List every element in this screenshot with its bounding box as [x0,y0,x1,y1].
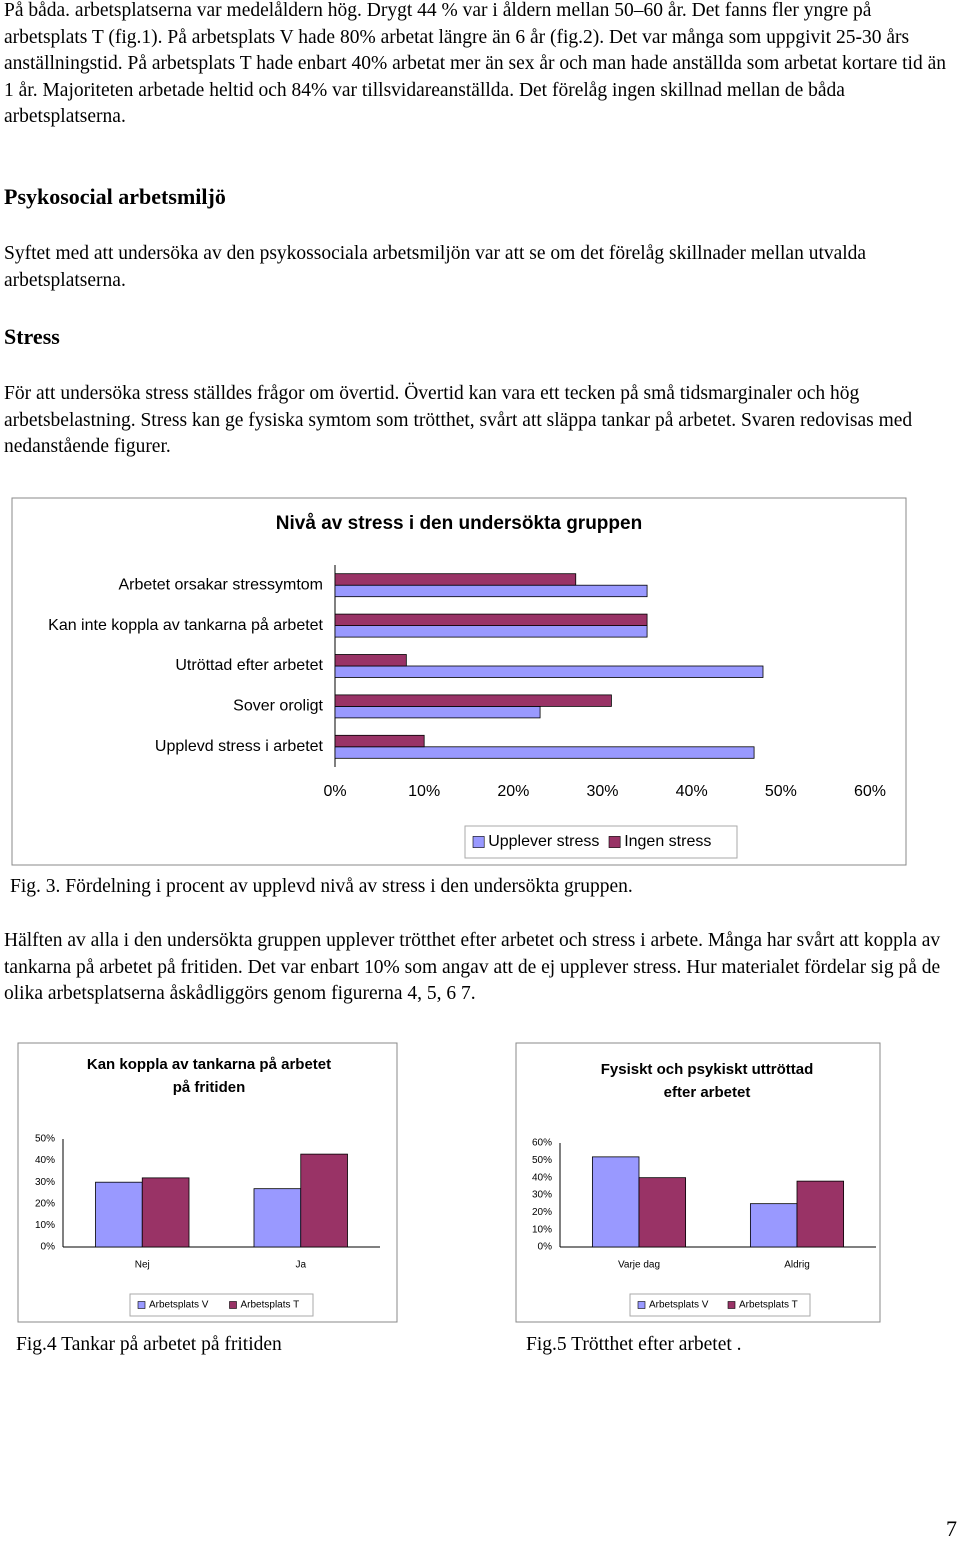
legend-label: Arbetsplats T [739,1300,798,1311]
bar [334,706,541,719]
bar [749,1203,798,1248]
x-tick-label: 10% [408,783,440,800]
x-tick-label: Nej [135,1260,150,1271]
bar [334,694,612,707]
legend-swatch [472,836,485,848]
y-tick-label: 40% [35,1155,55,1166]
paragraph: Hälften av alla i den undersökta gruppen… [4,930,941,1004]
y-tick-label: Upplevd stress i arbetet [155,738,324,755]
y-tick-label: 0% [538,1242,553,1253]
chart-frame [515,1042,881,1323]
legend-swatch [727,1301,736,1309]
bar [334,613,648,626]
x-tick-label: 50% [765,783,797,800]
legend-box [464,825,738,859]
chart-title: efter arbetet [664,1084,751,1101]
subsection-title: Stress [4,324,60,349]
y-tick-label: 50% [35,1134,55,1145]
x-tick-label: Aldrig [784,1260,810,1271]
bar [334,573,577,586]
legend-label: Arbetsplats T [241,1300,300,1311]
bar [253,1188,302,1248]
legend-label: Ingen stress [624,833,711,850]
x-tick-label: 60% [854,783,886,800]
chart-frame [11,497,907,866]
legend-label: Arbetsplats V [649,1300,709,1311]
legend-label: Upplever stress [488,833,599,850]
bar [796,1180,845,1248]
y-tick-label: 30% [35,1177,55,1188]
x-tick-label: Varje dag [618,1260,660,1271]
y-tick-label: 60% [532,1138,552,1149]
bar [334,665,764,678]
x-tick-label: 20% [497,783,529,800]
legend-box [129,1293,314,1317]
y-tick-label: 0% [41,1242,56,1253]
y-tick-label: Arbetet orsakar stressymtom [119,576,324,593]
subsection-text: För att undersöka stress ställdes frågor… [4,383,913,457]
x-tick-label: Ja [295,1260,306,1271]
legend-swatch [229,1301,237,1309]
x-tick-label: 40% [676,783,708,800]
caption: Fig.4 Tankar på arbetet på fritiden [16,1334,282,1355]
y-tick-label: 40% [532,1172,552,1183]
bar [141,1177,190,1248]
bar [591,1156,640,1248]
page-number: 7 [946,1516,957,1541]
bar [638,1177,687,1248]
section-title: Psykosocial arbetsmiljö [4,184,226,209]
legend-swatch [608,836,621,848]
section-text: Syftet med att undersöka av den psykosso… [4,243,867,291]
y-tick-label: 30% [532,1190,552,1201]
caption: Fig.5 Trötthet efter arbetet . [526,1334,742,1355]
bar [334,654,407,667]
chart-title: på fritiden [173,1079,246,1096]
y-tick-label: Utröttad efter arbetet [175,657,323,674]
bar [334,746,755,759]
y-tick-label: Sover oroligt [233,698,323,715]
y-tick-label: 50% [532,1155,552,1166]
legend-swatch [137,1301,146,1309]
intro: På båda. arbetsplatserna var medelåldern… [4,0,946,127]
chart-title: Fysiskt och psykiskt uttröttad [601,1061,814,1078]
y-tick-label: Kan inte koppla av tankarna på arbetet [48,616,323,634]
bar [95,1181,143,1248]
caption: Fig. 3. Fördelning i procent av upplevd … [10,876,633,897]
bar [334,734,425,748]
bar [300,1153,348,1248]
legend-swatch [637,1301,646,1309]
y-tick-label: 10% [35,1220,55,1231]
x-tick-label: 0% [323,783,346,800]
legend-box [629,1293,811,1317]
chart-title: Kan koppla av tankarna på arbetet [87,1056,331,1073]
y-tick-label: 20% [532,1207,552,1218]
bar [334,584,648,598]
legend-label: Arbetsplats V [149,1300,209,1311]
x-tick-label: 30% [586,783,618,800]
y-tick-label: 20% [35,1198,55,1209]
chart-frame [17,1042,398,1323]
bar [334,625,648,638]
chart-title: Nivå av stress i den undersökta gruppen [276,513,642,534]
y-tick-label: 10% [532,1224,552,1235]
